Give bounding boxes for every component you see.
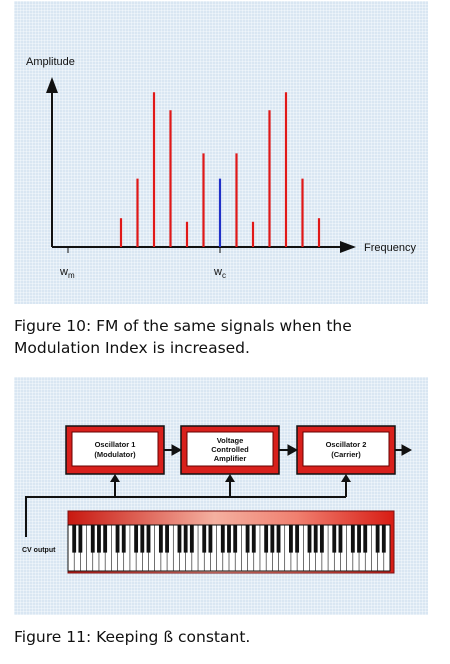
x-axis-label: Frequency [364, 242, 416, 254]
black-key [134, 525, 139, 553]
black-key [381, 525, 386, 553]
black-key [189, 525, 194, 553]
signal-arrows [164, 444, 413, 456]
vca-label-1: Voltage [217, 436, 244, 445]
black-key [177, 525, 182, 553]
black-key [251, 525, 256, 553]
black-key [165, 525, 169, 553]
cv-arrowheads [110, 474, 351, 482]
figure-11-panel: Oscillator 1 (Modulator) Voltage Control… [14, 377, 428, 615]
spectrum-plot: Amplitude Frequency wm wc [26, 56, 416, 280]
black-key [319, 525, 324, 553]
vca-label-2: Controlled [211, 445, 249, 454]
black-key [270, 525, 275, 553]
black-key [264, 525, 269, 553]
cv-output-label: CV output [22, 547, 56, 554]
black-key [375, 525, 380, 553]
vca-block: Voltage Controlled Amplifier [180, 425, 280, 475]
oscillator-2-role: (Carrier) [331, 450, 361, 459]
spectrum-lines [119, 92, 321, 247]
black-key [72, 525, 77, 553]
black-key [140, 525, 145, 553]
black-key [183, 525, 188, 553]
figure-10-caption: Figure 10: FM of the same signals when t… [14, 317, 352, 357]
oscillator-2-label: Oscillator 2 [326, 440, 367, 449]
oscillator-1-block: Oscillator 1 (Modulator) [65, 425, 165, 475]
modulator-frequency-label: wm [59, 266, 75, 280]
black-key [357, 525, 361, 553]
black-key [115, 525, 120, 553]
black-key [276, 525, 281, 553]
y-axis-arrow [46, 77, 58, 93]
black-key [363, 525, 368, 553]
black-key [90, 525, 95, 553]
figure-10-panel: Amplitude Frequency wm wc [14, 1, 428, 304]
black-key [313, 525, 318, 553]
cv-wiring [25, 481, 347, 537]
black-key [227, 525, 231, 553]
black-key [97, 525, 101, 553]
vca-label-3: Amplifier [214, 454, 247, 463]
black-key [245, 525, 250, 553]
black-key [121, 525, 126, 553]
black-key [208, 525, 213, 553]
black-key [338, 525, 343, 553]
black-key [332, 525, 337, 553]
black-key [202, 525, 207, 553]
block-diagram: Oscillator 1 (Modulator) Voltage Control… [22, 425, 413, 574]
black-key [146, 525, 151, 553]
black-key [307, 525, 312, 553]
black-key [350, 525, 355, 553]
black-key [103, 525, 108, 553]
keyboard [67, 510, 395, 574]
carrier-frequency-label: wc [213, 266, 226, 280]
black-key [233, 525, 238, 553]
black-key [220, 525, 225, 553]
black-key [289, 525, 293, 553]
black-key [295, 525, 300, 553]
y-axis-label: Amplitude [26, 56, 75, 68]
black-key [78, 525, 83, 553]
x-axis-arrow [340, 241, 356, 253]
black-key [158, 525, 163, 553]
oscillator-2-block: Oscillator 2 (Carrier) [296, 425, 396, 475]
oscillator-1-role: (Modulator) [94, 450, 136, 459]
oscillator-1-label: Oscillator 1 [95, 440, 136, 449]
figure-11-caption: Figure 11: Keeping ß constant. [14, 628, 251, 646]
